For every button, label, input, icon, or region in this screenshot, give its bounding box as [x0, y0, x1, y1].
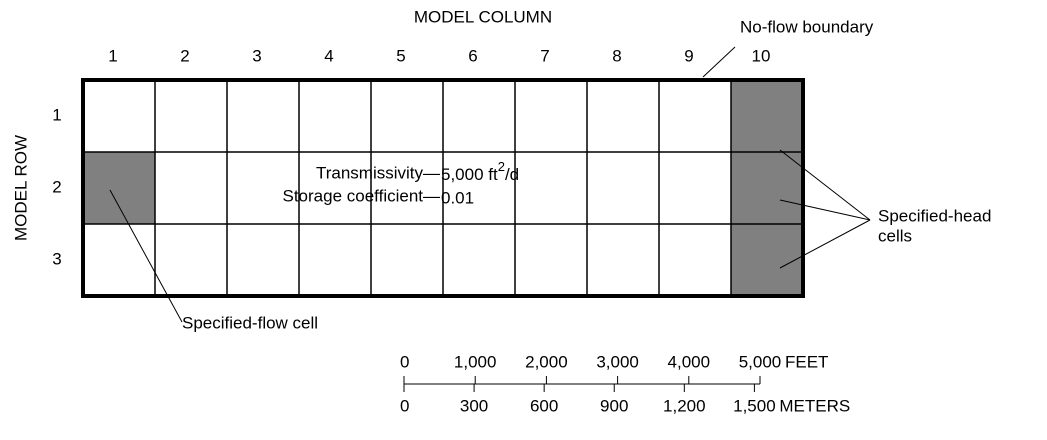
scale-label: 3,000 [596, 352, 639, 371]
scale-label: 0 [400, 352, 409, 371]
storage-label: Storage coefficient— [283, 186, 441, 205]
column-label: 1 [108, 46, 117, 65]
scale-label: 900 [600, 396, 628, 415]
value: 5,000 ft [441, 165, 498, 184]
scale-label: 0 [400, 396, 409, 415]
scale-unit: FEET [785, 352, 828, 371]
head-label: cells [878, 226, 912, 245]
column-label: 4 [324, 46, 333, 65]
flow-label: Specified-flow cell [182, 313, 318, 332]
row-title: MODEL ROW [11, 135, 30, 241]
column-label: 9 [684, 46, 693, 65]
scale-label: 600 [530, 396, 558, 415]
flow-leader [109, 189, 183, 323]
superscript: 2 [498, 159, 505, 174]
leader [779, 219, 871, 269]
model-boundary [81, 78, 805, 298]
scale-label: 2,000 [525, 352, 568, 371]
head-leaders [779, 149, 871, 269]
transmissivity-label: Transmissivity— [316, 163, 440, 182]
leader [779, 199, 871, 221]
column-label: 7 [540, 46, 549, 65]
scale-label: 300 [460, 396, 488, 415]
scale-label: 1,500 [733, 396, 776, 415]
scale-label: 5,000 [739, 352, 782, 371]
column-label: 10 [752, 46, 771, 65]
suffix: /d [505, 165, 519, 184]
no-flow-leader [702, 46, 736, 78]
column-title: MODEL COLUMN [414, 7, 552, 26]
scale-label: 1,000 [454, 352, 497, 371]
no-flow-label: No-flow boundary [740, 17, 874, 36]
leader [779, 149, 871, 221]
column-label: 2 [180, 46, 189, 65]
column-label: 5 [396, 46, 405, 65]
specified-head-cells [731, 80, 803, 296]
head-label: Specified-head [878, 206, 991, 225]
column-label: 3 [252, 46, 261, 65]
scale-unit: METERS [779, 396, 850, 415]
row-label: 2 [52, 177, 61, 196]
storage-value: 0.01 [441, 188, 474, 207]
row-label: 1 [52, 105, 61, 124]
scale-label: 4,000 [668, 352, 711, 371]
column-label: 6 [468, 46, 477, 65]
scale-label: 1,200 [663, 396, 706, 415]
grid [83, 80, 803, 296]
transmissivity-value: 5,000 ft2/d [441, 159, 519, 184]
specified-flow-cell [83, 152, 155, 224]
column-label: 8 [612, 46, 621, 65]
row-label: 3 [52, 249, 61, 268]
